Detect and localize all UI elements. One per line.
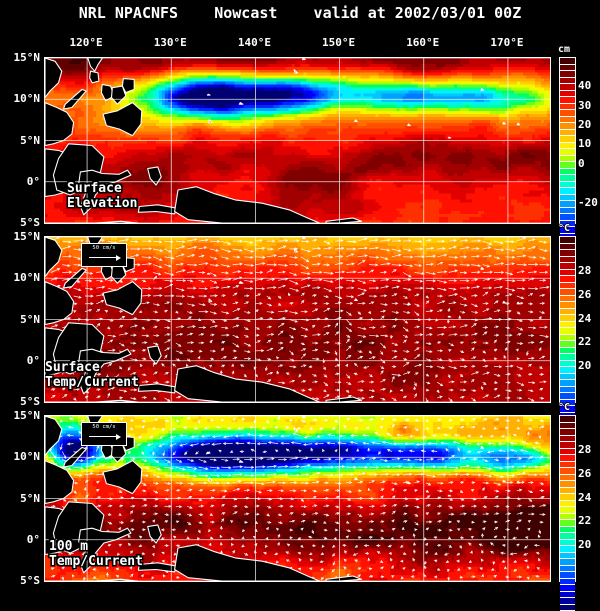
panel-label-surface-elevation: Surface Elevation (67, 181, 137, 211)
latitude-tick-label: 15°N (0, 51, 40, 64)
colorbar-tick-label: 28 (578, 264, 591, 277)
latitude-tick-label: 10°N (0, 92, 40, 105)
latitude-tick-label: 15°N (0, 409, 40, 422)
vector-scale-key: 50 cm/s (81, 243, 127, 267)
latitude-tick-label: 10°N (0, 271, 40, 284)
colorbar-surface-temp-current (559, 236, 576, 403)
colorbar-tick-label: 20 (578, 118, 591, 131)
latitude-tick-label: 0° (0, 175, 40, 188)
vector-scale-label: 50 cm/s (82, 245, 126, 251)
latitude-tick-label: 5°S (0, 574, 40, 587)
colorbar-tick-label: 10 (578, 137, 591, 150)
colorbar-tick-label: 24 (578, 312, 591, 325)
vector-scale-arrow (89, 436, 119, 437)
colorbar-tick-label: 24 (578, 491, 591, 504)
latitude-tick-label: 5°S (0, 395, 40, 408)
panel-100m-temp-current: 100 m Temp/Current 50 cm/s (44, 415, 551, 582)
colorbar-surface-elevation (559, 57, 576, 224)
colorbar-segment (560, 605, 575, 611)
colorbar-tick-label: 40 (578, 79, 591, 92)
longitude-tick-label: 130°E (149, 36, 191, 49)
colorbar-tick-label: 20 (578, 359, 591, 372)
colorbar-tick-label: 22 (578, 514, 591, 527)
colorbar-tick-label: 26 (578, 467, 591, 480)
figure-title: NRL NPACNFS Nowcast valid at 2002/03/01 … (0, 4, 600, 22)
longitude-tick-label: 160°E (402, 36, 444, 49)
colorbar-units-surface-temp-current: °C (558, 223, 570, 234)
colorbar-tick-label: -20 (578, 196, 598, 209)
latitude-tick-label: 0° (0, 354, 40, 367)
longitude-tick-label: 150°E (318, 36, 360, 49)
vector-scale-key: 50 cm/s (81, 422, 127, 446)
panel-surface-elevation: Surface Elevation (44, 57, 551, 224)
latitude-tick-label: 5°S (0, 216, 40, 229)
latitude-tick-label: 5°N (0, 134, 40, 147)
latitude-tick-label: 10°N (0, 450, 40, 463)
colorbar-tick-label: 0 (578, 157, 585, 170)
colorbar-tick-label: 30 (578, 99, 591, 112)
panel-label-surface-temp-current: Surface Temp/Current (45, 360, 139, 390)
colorbar-units-surface-elevation: cm (558, 44, 570, 55)
latitude-tick-label: 5°N (0, 313, 40, 326)
latitude-tick-label: 0° (0, 533, 40, 546)
vector-scale-arrow (89, 257, 119, 258)
longitude-tick-label: 170°E (486, 36, 528, 49)
longitude-tick-label: 120°E (65, 36, 107, 49)
latitude-tick-label: 15°N (0, 230, 40, 243)
colorbar-tick-label: 26 (578, 288, 591, 301)
colorbar-depth-100m-temp-current (559, 415, 576, 582)
colorbar-tick-label: 28 (578, 443, 591, 456)
vector-scale-label: 50 cm/s (82, 424, 126, 430)
vector-scale-arrowhead (116, 255, 121, 261)
latitude-tick-label: 5°N (0, 492, 40, 505)
colorbar-units-depth-100m-temp-current: °C (558, 402, 570, 413)
colorbar-tick-label: 22 (578, 335, 591, 348)
panel-surface-temp-current: Surface Temp/Current 50 cm/s (44, 236, 551, 403)
panel-label-depth-100m-temp-current: 100 m Temp/Current (49, 539, 143, 569)
vector-scale-arrowhead (116, 434, 121, 440)
colorbar-tick-label: 20 (578, 538, 591, 551)
longitude-tick-label: 140°E (233, 36, 275, 49)
